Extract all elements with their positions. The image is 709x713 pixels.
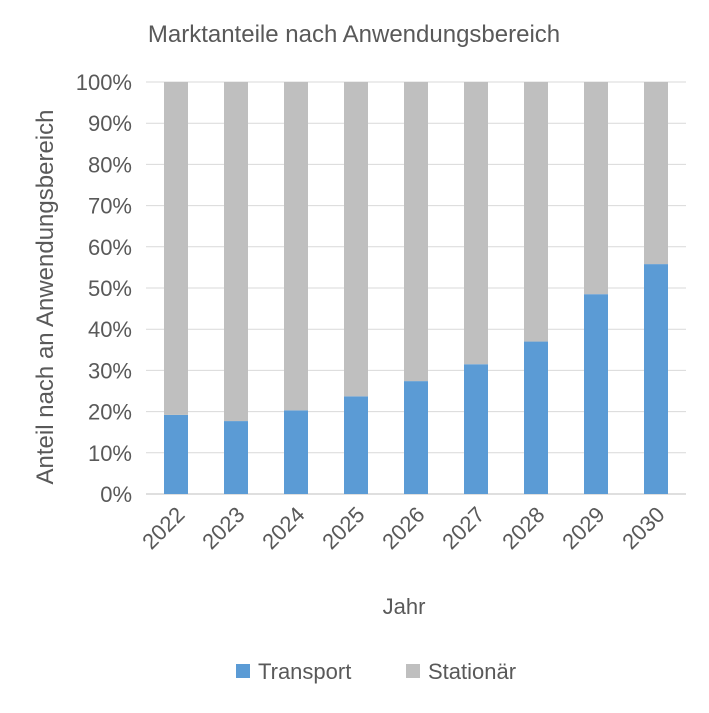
bar-transport-2028 [524, 341, 548, 494]
x-tick-label: 2022 [137, 502, 189, 554]
y-tick-label: 100% [76, 70, 132, 95]
legend-label: Stationär [428, 659, 516, 684]
x-tick-label: 2025 [317, 502, 369, 554]
legend-label: Transport [258, 659, 351, 684]
y-tick-label: 20% [88, 400, 132, 425]
y-tick-label: 70% [88, 194, 132, 219]
bar-station-r-2027 [464, 82, 488, 365]
bar-transport-2025 [344, 396, 368, 494]
x-tick-label: 2026 [377, 502, 429, 554]
y-tick-label: 80% [88, 152, 132, 177]
bar-transport-2030 [644, 264, 668, 494]
x-tick-labels: 2022 2023 2024 2025 2026 2027 2028 2029 2030 [137, 502, 669, 554]
bar-transport-2027 [464, 364, 488, 494]
x-tick-label: 2024 [257, 502, 309, 554]
y-tick-label: 30% [88, 358, 132, 383]
legend-swatch [236, 664, 250, 678]
bar-station-r-2022 [164, 82, 188, 415]
chart-title: Marktanteile nach Anwendungsbereich [148, 21, 560, 48]
bar-station-r-2024 [284, 82, 308, 411]
x-tick-label: 2029 [557, 502, 609, 554]
y-tick-label: 50% [88, 276, 132, 301]
x-tick-label: 2027 [437, 502, 489, 554]
bar-transport-2023 [224, 421, 248, 494]
bar-station-r-2030 [644, 82, 668, 265]
x-tick-label: 2028 [497, 502, 549, 554]
x-tick-label: 2030 [617, 502, 669, 554]
x-axis-label: Jahr [383, 594, 426, 619]
y-tick-label: 10% [88, 441, 132, 466]
y-axis-label: Anteil nach an Anwendungsbereich [32, 110, 59, 485]
bar-station-r-2029 [584, 82, 608, 295]
bar-station-r-2026 [404, 82, 428, 382]
bar-transport-2024 [284, 410, 308, 494]
y-tick-labels: 0% 10% 20% 30% 40% 50% 60% 70% 80% 90% 100% [76, 70, 132, 507]
y-tick-label: 60% [88, 235, 132, 260]
bar-transport-2022 [164, 414, 188, 494]
bar-transport-2029 [584, 294, 608, 494]
y-tick-label: 40% [88, 317, 132, 342]
bar-transport-2026 [404, 381, 428, 494]
bars [164, 82, 668, 494]
legend-swatch [406, 664, 420, 678]
bar-station-r-2025 [344, 82, 368, 397]
y-tick-label: 0% [100, 482, 132, 507]
bar-station-r-2023 [224, 82, 248, 422]
y-tick-label: 90% [88, 111, 132, 136]
bar-station-r-2028 [524, 82, 548, 342]
legend: Transport Stationär [236, 659, 516, 684]
x-tick-label: 2023 [197, 502, 249, 554]
